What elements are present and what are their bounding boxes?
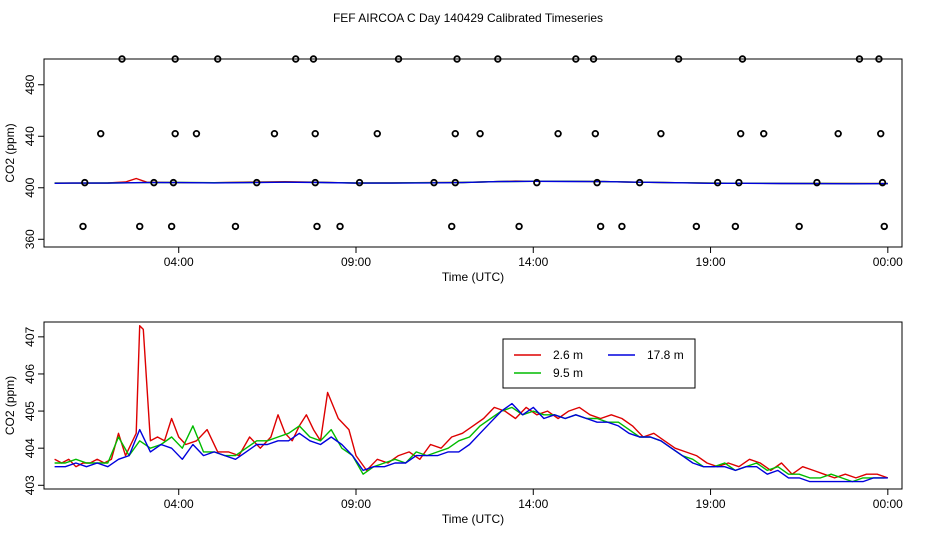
x-tick-label: 04:00: [164, 255, 194, 269]
data-point: [593, 178, 601, 187]
data-point: [738, 55, 747, 63]
top-panel: 04:00 09:00 14:00 19:00 00:00 360 400 440 480 Tim…: [3, 55, 903, 284]
data-point: [618, 222, 626, 231]
data-point: [476, 129, 484, 138]
chart-title: FEF AIRCOA C Day 140429 Calibrated Times…: [333, 11, 603, 25]
data-point: [270, 129, 279, 138]
y-axis-title: CO2 (ppm): [3, 376, 17, 435]
data-point: [81, 178, 89, 187]
data-point: [313, 222, 321, 231]
x-tick-label: 04:00: [164, 497, 194, 511]
x-tick-label: 19:00: [696, 255, 726, 269]
data-point: [451, 129, 459, 138]
x-tick-label: 00:00: [873, 497, 903, 511]
data-point: [735, 178, 743, 187]
data-point: [635, 178, 644, 187]
legend-label: 17.8 m: [647, 348, 684, 362]
data-point: [373, 129, 381, 138]
data-point: [118, 55, 126, 63]
legend-label: 9.5 m: [553, 366, 583, 380]
x-axis-title: Time (UTC): [442, 270, 504, 284]
plot-frame: [43, 58, 903, 248]
x-tick-label: 09:00: [341, 497, 371, 511]
x-axis-title: Time (UTC): [442, 512, 504, 526]
data-point: [813, 178, 821, 187]
data-point: [448, 222, 456, 231]
data-point: [451, 178, 459, 187]
data-point: [572, 55, 580, 63]
series-line-1: [54, 325, 889, 479]
data-point: [336, 222, 344, 231]
data-point: [834, 129, 842, 138]
data-point: [657, 129, 665, 138]
data-point: [171, 55, 179, 63]
data-point: [231, 222, 240, 231]
x-tick-label: 00:00: [873, 255, 903, 269]
data-point: [736, 129, 745, 138]
data-point: [554, 129, 562, 138]
data-point: [253, 178, 261, 187]
data-point: [192, 129, 201, 138]
plot-area: [54, 325, 889, 483]
x-tick-label: 09:00: [341, 255, 371, 269]
y-tick-label: 400: [23, 177, 37, 197]
y-tick-label: 403: [23, 475, 37, 495]
data-point: [97, 129, 105, 138]
x-tick-label: 19:00: [696, 497, 726, 511]
data-point: [692, 222, 701, 231]
data-point: [589, 55, 598, 63]
data-point: [453, 55, 461, 63]
data-point: [713, 178, 722, 187]
data-point: [292, 55, 300, 63]
data-point: [150, 178, 158, 187]
data-point: [875, 55, 883, 63]
y-tick-label: 404: [23, 438, 37, 458]
bottom-panel: 04:00 09:00 14:00 19:00 00:00 403 404 405 406 407…: [3, 321, 903, 526]
y-tick-label: 360: [23, 229, 37, 249]
data-point: [311, 129, 319, 138]
x-tick-label: 14:00: [518, 497, 548, 511]
y-tick-label: 440: [23, 126, 37, 146]
series-line-3: [54, 402, 888, 483]
x-tick-label: 14:00: [518, 255, 548, 269]
data-point: [878, 178, 887, 187]
data-point: [169, 178, 178, 187]
y-tick-label: 406: [23, 364, 37, 384]
data-point: [731, 222, 740, 231]
plot-area: [54, 177, 888, 185]
y-axis-title: CO2 (ppm): [3, 123, 17, 182]
data-point: [674, 55, 683, 63]
data-point: [596, 222, 605, 231]
data-point: [79, 222, 87, 231]
data-point: [136, 222, 144, 231]
data-point: [355, 178, 364, 187]
data-point: [795, 222, 803, 231]
data-point: [855, 55, 864, 63]
data-point: [877, 129, 885, 138]
data-point: [430, 178, 438, 187]
data-point: [880, 222, 888, 231]
legend-label: 2.6 m: [553, 348, 583, 362]
series-line-3: [54, 180, 888, 185]
data-point: [171, 129, 179, 138]
plot-frame: [43, 321, 903, 490]
y-tick-label: 480: [23, 74, 37, 94]
data-point: [311, 178, 319, 187]
data-point: [167, 222, 176, 231]
data-point: [533, 178, 541, 187]
data-point: [214, 55, 222, 63]
data-point: [591, 129, 600, 138]
legend-box: [502, 338, 696, 389]
data-point: [515, 222, 523, 231]
data-point: [394, 55, 403, 63]
y-tick-label: 407: [23, 327, 37, 347]
data-point: [760, 129, 768, 138]
data-point: [309, 55, 318, 63]
data-point: [494, 55, 502, 63]
y-tick-label: 405: [23, 401, 37, 421]
